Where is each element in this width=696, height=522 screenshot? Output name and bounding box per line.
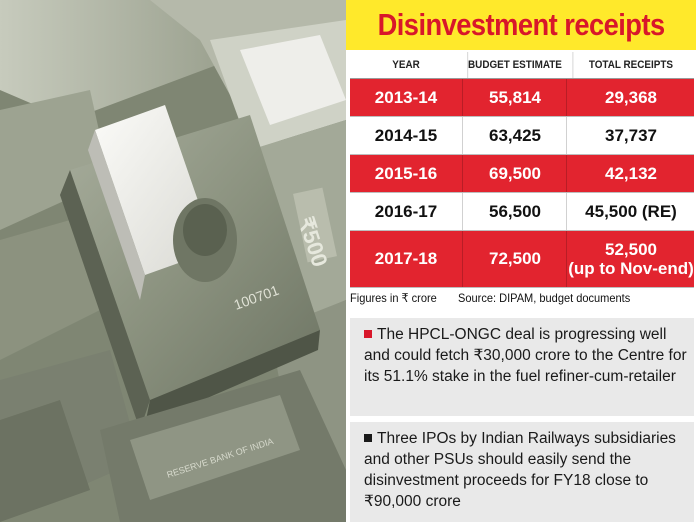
cell-receipts: 52,500 (up to Nov-end) [566,231,695,287]
bundle-bottom: RESERVE BANK OF INDIA [0,370,346,522]
infographic-panel: Disinvestment receipts YEAR BUDGET ESTIM… [346,0,696,522]
table-row: 2015-16 69,500 42,132 [350,155,694,193]
table-row: 2014-15 63,425 37,737 [350,117,694,155]
bullet-item: The HPCL-ONGC deal is progressing well a… [364,324,690,387]
bullet-box: Three IPOs by Indian Railways subsidiari… [350,422,694,522]
cell-receipts: 42,132 [566,155,695,192]
cell-receipts-note: (up to Nov-end) [568,259,694,278]
footnote: Figures in ₹ crore Source: DIPAM, budget… [350,288,694,308]
bullet-text: The HPCL-ONGC deal is progressing well a… [364,326,687,385]
cell-receipts: 29,368 [566,79,695,116]
black-square-bullet-icon [364,434,372,442]
units-note: Figures in ₹ crore [350,291,437,305]
table-row: 2016-17 56,500 45,500 (RE) [350,193,694,231]
cell-receipts: 37,737 [566,117,695,154]
bundle-top [0,0,346,150]
cell-year: 2015-16 [374,163,438,183]
cell-budget: 55,814 [462,79,567,116]
header-total-receipts: TOTAL RECEIPTS [572,52,688,78]
cell-budget: 56,500 [462,193,567,230]
cell-year: 2017-18 [374,249,438,268]
currency-notes-image: ₹500 100701 RESERVE BANK OF INDIA [0,0,346,522]
bundle-main: ₹500 100701 [60,105,333,430]
table-header: YEAR BUDGET ESTIMATE TOTAL RECEIPTS [350,52,694,79]
cell-receipts-value: 52,500 [605,240,657,259]
cell-year: 2013-14 [374,87,438,107]
source-note: Source: DIPAM, budget documents [458,291,631,305]
bullet-box: The HPCL-ONGC deal is progressing well a… [350,318,694,416]
cell-budget: 69,500 [462,155,567,192]
title-bar: Disinvestment receipts [346,0,696,50]
bullet-text: Three IPOs by Indian Railways subsidiari… [364,430,676,510]
bullet-item: Three IPOs by Indian Railways subsidiari… [364,428,690,512]
currency-notes-photo: ₹500 100701 RESERVE BANK OF INDIA [0,0,346,522]
cell-year: 2016-17 [374,201,438,221]
cell-receipts: 45,500 (RE) [566,193,695,230]
table-row: 2013-14 55,814 29,368 [350,79,694,117]
cell-budget: 72,500 [462,231,567,287]
red-square-bullet-icon [364,330,372,338]
chart-title: Disinvestment receipts [377,7,665,42]
table-row: 2017-18 72,500 52,500 (up to Nov-end) [350,231,694,288]
cell-year: 2014-15 [374,125,438,145]
cell-budget: 63,425 [462,117,567,154]
header-year: YEAR [392,59,420,71]
receipts-table: YEAR BUDGET ESTIMATE TOTAL RECEIPTS 2013… [350,52,694,288]
header-budget-estimate: BUDGET ESTIMATE [467,52,562,78]
